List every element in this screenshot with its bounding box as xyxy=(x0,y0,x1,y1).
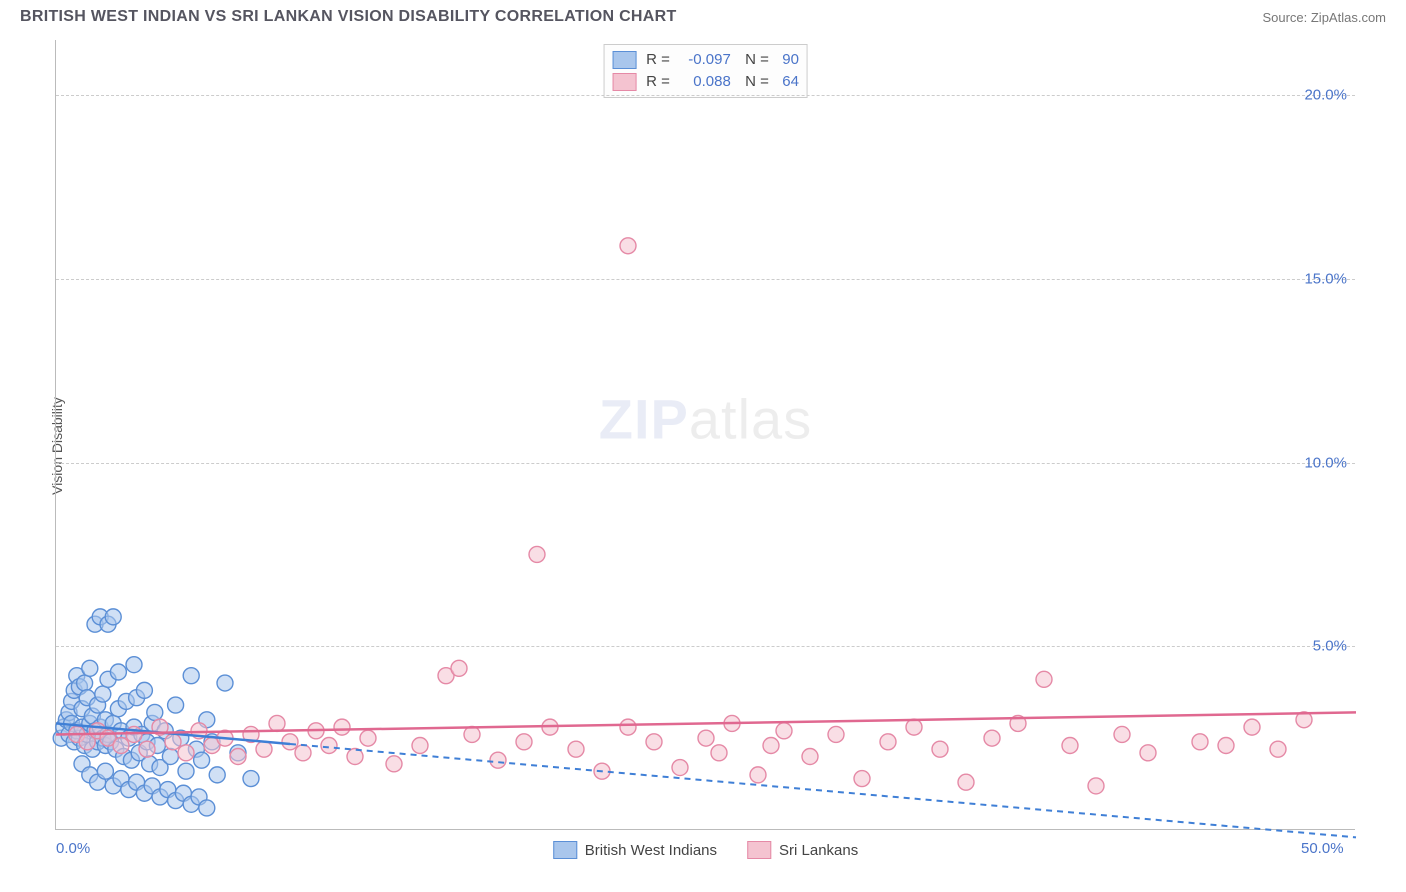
legend-item: Sri Lankans xyxy=(747,841,858,859)
data-point xyxy=(217,675,233,691)
data-point xyxy=(113,737,129,753)
data-point xyxy=(282,734,298,750)
data-point xyxy=(178,763,194,779)
legend-label: British West Indians xyxy=(585,842,717,859)
data-point xyxy=(178,745,194,761)
data-point xyxy=(906,719,922,735)
y-tick-label: 15.0% xyxy=(1304,270,1347,287)
data-point xyxy=(82,660,98,676)
data-point xyxy=(802,749,818,765)
chart-area: ZIPatlas R = -0.097 N = 90R = 0.088 N = … xyxy=(55,40,1355,830)
data-point xyxy=(97,763,113,779)
data-point xyxy=(162,749,178,765)
data-point xyxy=(165,734,181,750)
data-point xyxy=(194,752,210,768)
gridline xyxy=(56,646,1355,647)
title-bar: BRITISH WEST INDIAN VS SRI LANKAN VISION… xyxy=(0,0,1406,30)
gridline xyxy=(56,463,1355,464)
x-tick-label: 0.0% xyxy=(56,840,90,857)
data-point xyxy=(126,657,142,673)
data-point xyxy=(880,734,896,750)
scatter-plot xyxy=(56,40,1355,829)
data-point xyxy=(1192,734,1208,750)
data-point xyxy=(750,767,766,783)
data-point xyxy=(1088,778,1104,794)
data-point xyxy=(139,741,155,757)
data-point xyxy=(984,730,1000,746)
data-point xyxy=(199,800,215,816)
legend-swatch xyxy=(553,841,577,859)
y-tick-label: 20.0% xyxy=(1304,87,1347,104)
x-tick-label: 50.0% xyxy=(1301,840,1344,857)
data-point xyxy=(516,734,532,750)
data-point xyxy=(360,730,376,746)
data-point xyxy=(763,737,779,753)
gridline xyxy=(56,279,1355,280)
gridline xyxy=(56,95,1355,96)
data-point xyxy=(776,723,792,739)
data-point xyxy=(828,726,844,742)
legend: British West Indians Sri Lankans xyxy=(553,841,859,859)
data-point xyxy=(256,741,272,757)
data-point xyxy=(412,737,428,753)
data-point xyxy=(209,767,225,783)
data-point xyxy=(451,660,467,676)
data-point xyxy=(110,664,126,680)
data-point xyxy=(77,675,93,691)
y-tick-label: 5.0% xyxy=(1313,638,1347,655)
data-point xyxy=(334,719,350,735)
data-point xyxy=(932,741,948,757)
data-point xyxy=(1140,745,1156,761)
data-point xyxy=(243,771,259,787)
data-point xyxy=(1114,726,1130,742)
legend-item: British West Indians xyxy=(553,841,717,859)
data-point xyxy=(1270,741,1286,757)
data-point xyxy=(620,719,636,735)
data-point xyxy=(464,726,480,742)
data-point xyxy=(529,546,545,562)
data-point xyxy=(1244,719,1260,735)
data-point xyxy=(105,609,121,625)
data-point xyxy=(620,238,636,254)
data-point xyxy=(698,730,714,746)
data-point xyxy=(1036,671,1052,687)
source-label: Source: ZipAtlas.com xyxy=(1262,10,1386,25)
data-point xyxy=(672,760,688,776)
data-point xyxy=(295,745,311,761)
data-point xyxy=(490,752,506,768)
y-tick-label: 10.0% xyxy=(1304,454,1347,471)
data-point xyxy=(386,756,402,772)
trend-line-extrap xyxy=(290,744,1356,837)
data-point xyxy=(183,668,199,684)
data-point xyxy=(711,745,727,761)
data-point xyxy=(1218,737,1234,753)
data-point xyxy=(147,704,163,720)
data-point xyxy=(95,686,111,702)
legend-swatch xyxy=(747,841,771,859)
legend-label: Sri Lankans xyxy=(779,842,858,859)
data-point xyxy=(321,737,337,753)
data-point xyxy=(568,741,584,757)
data-point xyxy=(958,774,974,790)
data-point xyxy=(269,715,285,731)
data-point xyxy=(1062,737,1078,753)
data-point xyxy=(168,697,184,713)
data-point xyxy=(230,749,246,765)
data-point xyxy=(854,771,870,787)
chart-title: BRITISH WEST INDIAN VS SRI LANKAN VISION… xyxy=(20,8,677,26)
data-point xyxy=(136,682,152,698)
data-point xyxy=(646,734,662,750)
